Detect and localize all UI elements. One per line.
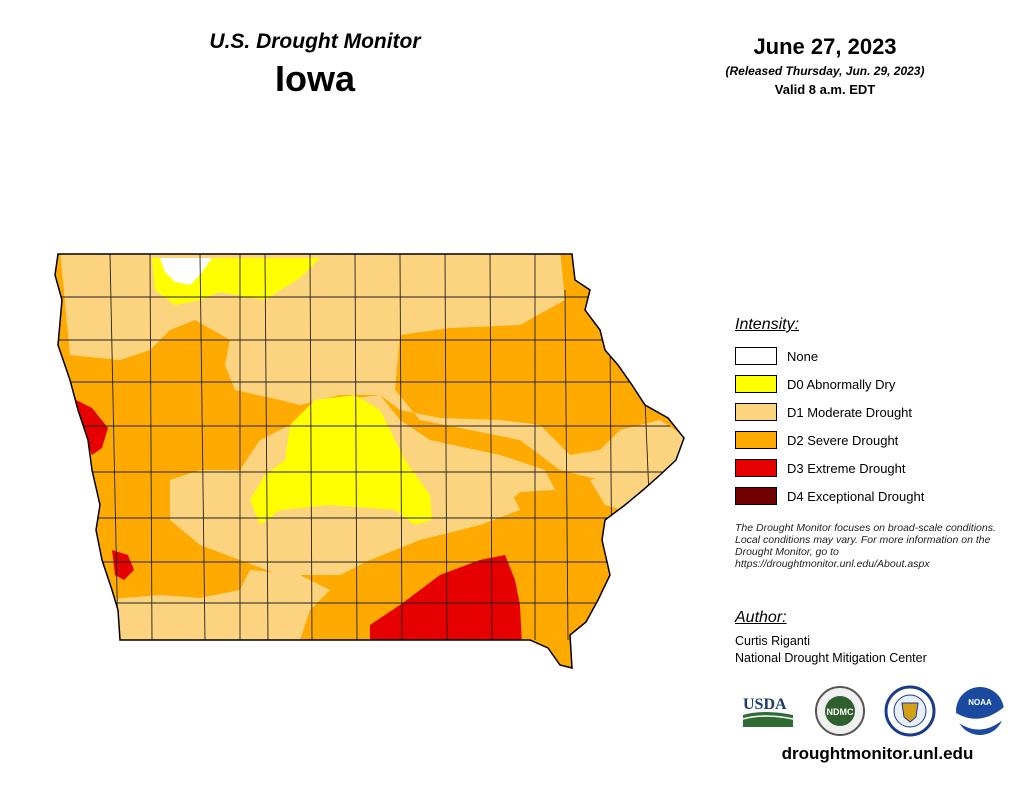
legend-item-d1: D1 Moderate Drought: [735, 398, 1015, 426]
map-date: June 27, 2023: [753, 34, 897, 59]
author-title: Author:: [735, 609, 787, 626]
legend-swatch: [735, 487, 777, 505]
d0-region-central: [250, 395, 432, 525]
author-name: Curtis Riganti: [735, 634, 811, 648]
d1-region-southwest: [100, 570, 330, 645]
svg-text:NOAA: NOAA: [968, 698, 992, 707]
product-title: U.S. Drought Monitor: [209, 30, 421, 53]
partner-logos: USDA NDMC NOAA: [742, 685, 1004, 737]
legend-label: None: [787, 348, 819, 364]
legend-label: D0 Abnormally Dry: [787, 376, 896, 392]
header-right: June 27, 2023 (Released Thursday, Jun. 2…: [680, 34, 970, 97]
legend-label: D3 Extreme Drought: [787, 460, 906, 476]
legend-swatch: [735, 347, 777, 365]
d3-region-west: [72, 398, 108, 455]
svg-text:USDA: USDA: [743, 696, 787, 713]
usda-logo: USDA: [742, 696, 794, 727]
none-region-northwest: [160, 258, 212, 285]
site-url[interactable]: droughtmonitor.unl.edu: [781, 744, 974, 763]
legend-swatch: [735, 459, 777, 477]
legend-label: D1 Moderate Drought: [787, 404, 913, 420]
legend-item-d3: D3 Extreme Drought: [735, 454, 1015, 482]
d3-region-southwest: [112, 550, 134, 580]
ndmc-logo: NDMC: [815, 686, 865, 736]
legend-item-d4: D4 Exceptional Drought: [735, 482, 1015, 510]
author-organization: National Drought Mitigation Center: [735, 651, 927, 665]
legend-item-d2: D2 Severe Drought: [735, 426, 1015, 454]
iowa-drought-map: [54, 253, 685, 669]
legend-swatch: [735, 403, 777, 421]
release-date-line: (Released Thursday, Jun. 29, 2023): [725, 64, 925, 78]
commerce-seal-logo: [884, 685, 936, 737]
state-name: Iowa: [274, 58, 355, 99]
legend-label: D4 Exceptional Drought: [787, 488, 925, 504]
legend: Intensity: None D0 Abnormally Dry D1 Mod…: [735, 316, 1015, 510]
legend-item-none: None: [735, 342, 1015, 370]
legend-item-d0: D0 Abnormally Dry: [735, 370, 1015, 398]
disclaimer-text: The Drought Monitor focuses on broad-sca…: [735, 522, 996, 570]
author-block: Author: Curtis Riganti National Drought …: [735, 609, 1015, 667]
legend-title: Intensity:: [735, 316, 800, 333]
noaa-logo: NOAA: [956, 687, 1004, 735]
legend-swatch: [735, 431, 777, 449]
d3-region-south: [370, 555, 522, 645]
legend-swatch: [735, 375, 777, 393]
legend-label: D2 Severe Drought: [787, 432, 899, 448]
svg-text:NDMC: NDMC: [827, 707, 854, 717]
iowa-outline: [54, 253, 685, 669]
valid-time-line: Valid 8 a.m. EDT: [774, 82, 876, 97]
header-left: U.S. Drought Monitor Iowa: [150, 30, 480, 100]
county-grid: [58, 254, 680, 641]
